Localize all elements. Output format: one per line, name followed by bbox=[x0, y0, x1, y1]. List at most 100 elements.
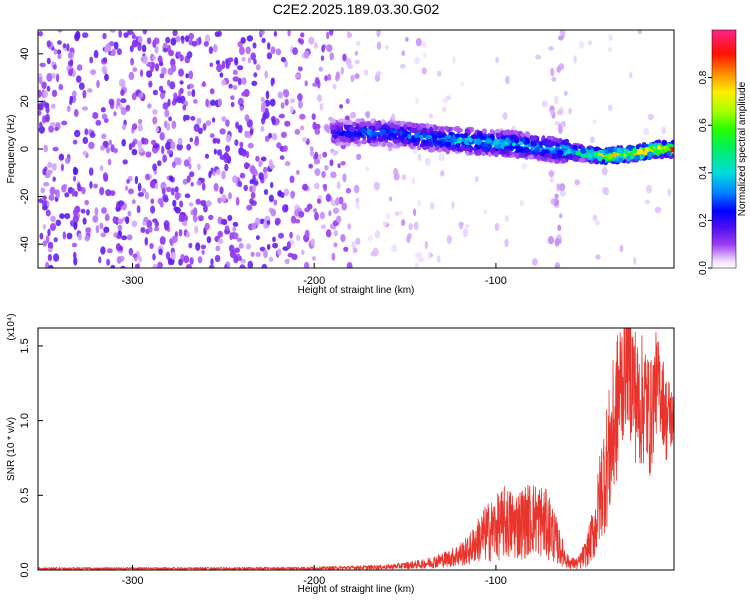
noise-blob bbox=[280, 56, 286, 63]
signal-blob bbox=[607, 147, 615, 153]
noise-blob bbox=[266, 220, 271, 225]
noise-blob bbox=[126, 234, 133, 241]
noise-blob bbox=[548, 170, 555, 178]
signal-blob bbox=[392, 139, 399, 144]
noise-blob bbox=[159, 73, 165, 79]
noise-blob bbox=[113, 111, 117, 117]
noise-blob bbox=[417, 252, 423, 258]
noise-blob bbox=[46, 85, 51, 92]
noise-blob bbox=[408, 223, 413, 231]
noise-blob bbox=[224, 163, 229, 172]
noise-blob bbox=[320, 224, 327, 230]
noise-blob bbox=[131, 34, 137, 40]
noise-blob bbox=[535, 54, 542, 60]
noise-blob bbox=[270, 77, 274, 87]
signal-blob bbox=[370, 118, 375, 124]
signal-blob bbox=[457, 137, 462, 144]
noise-blob bbox=[59, 213, 65, 220]
colorbar-tick-label: 0.4 bbox=[698, 165, 709, 179]
noise-blob bbox=[217, 230, 223, 238]
signal-blob bbox=[500, 151, 507, 155]
noise-blob bbox=[53, 48, 58, 55]
signal-blob bbox=[539, 151, 545, 157]
spectrogram-x-tick-label: -200 bbox=[303, 275, 325, 287]
noise-blob bbox=[229, 232, 233, 241]
noise-blob bbox=[120, 98, 127, 104]
noise-blob bbox=[221, 116, 227, 122]
noise-blob bbox=[557, 35, 564, 41]
noise-blob bbox=[237, 124, 243, 134]
noise-blob bbox=[355, 40, 361, 47]
noise-blob bbox=[152, 109, 158, 115]
signal-blob bbox=[643, 143, 649, 148]
noise-blob bbox=[214, 31, 220, 38]
signal-blob bbox=[628, 144, 633, 152]
noise-blob bbox=[81, 187, 86, 195]
spectrogram-y-tick-label: -20 bbox=[19, 189, 31, 205]
noise-blob bbox=[93, 183, 98, 189]
signal-blob bbox=[580, 148, 587, 154]
signal-blob bbox=[421, 127, 428, 134]
noise-blob bbox=[436, 70, 442, 77]
noise-blob bbox=[559, 213, 563, 219]
noise-blob bbox=[284, 258, 290, 264]
noise-blob bbox=[208, 46, 214, 54]
noise-blob bbox=[103, 226, 110, 233]
noise-blob bbox=[560, 120, 566, 128]
noise-blob bbox=[225, 134, 232, 143]
noise-blob bbox=[272, 236, 276, 243]
noise-blob bbox=[234, 57, 239, 66]
noise-blob bbox=[202, 123, 207, 131]
noise-blob bbox=[619, 245, 624, 253]
noise-blob bbox=[131, 39, 138, 48]
noise-blob bbox=[74, 129, 81, 138]
noise-blob bbox=[149, 180, 157, 188]
noise-blob bbox=[212, 171, 216, 176]
noise-blob bbox=[182, 104, 187, 111]
noise-blob bbox=[399, 63, 406, 69]
noise-blob bbox=[66, 232, 73, 240]
noise-blob bbox=[75, 75, 82, 83]
signal-blob bbox=[527, 154, 534, 160]
noise-blob bbox=[137, 192, 145, 197]
noise-blob bbox=[161, 187, 166, 195]
noise-blob bbox=[240, 37, 246, 44]
noise-blob bbox=[160, 92, 165, 100]
colorbar-tick-label: 0.2 bbox=[698, 213, 709, 227]
noise-blob bbox=[128, 247, 134, 256]
noise-blob bbox=[171, 161, 176, 168]
noise-blob bbox=[153, 37, 160, 45]
noise-blob bbox=[271, 132, 278, 141]
noise-blob bbox=[166, 186, 172, 193]
noise-blob bbox=[154, 45, 159, 54]
noise-blob bbox=[53, 64, 57, 70]
signal-blob bbox=[593, 153, 597, 158]
noise-blob bbox=[146, 219, 153, 229]
noise-blob bbox=[137, 140, 142, 149]
spectrogram-plot-area bbox=[38, 30, 674, 268]
signal-blob bbox=[607, 154, 613, 160]
noise-blob bbox=[52, 176, 56, 182]
signal-blob bbox=[432, 134, 438, 141]
noise-blob bbox=[192, 207, 198, 216]
noise-blob bbox=[100, 107, 106, 113]
noise-blob bbox=[252, 42, 257, 49]
spectrogram-y-ticks: -40 -20 0 20 40 bbox=[19, 48, 43, 252]
signal-blob bbox=[359, 121, 365, 128]
noise-blob bbox=[284, 120, 291, 127]
noise-blob bbox=[219, 186, 224, 195]
noise-blob bbox=[152, 253, 156, 261]
noise-blob bbox=[421, 41, 428, 49]
noise-blob bbox=[353, 184, 360, 194]
noise-blob bbox=[168, 175, 174, 182]
noise-blob bbox=[298, 211, 305, 218]
noise-blob bbox=[292, 47, 298, 55]
noise-blob bbox=[296, 169, 300, 175]
noise-blob bbox=[98, 256, 102, 264]
noise-blob bbox=[254, 217, 261, 226]
noise-blob bbox=[167, 44, 171, 54]
noise-blob bbox=[661, 126, 666, 135]
signal-blob bbox=[481, 128, 488, 134]
noise-blob bbox=[150, 139, 157, 146]
noise-blob bbox=[568, 108, 573, 115]
